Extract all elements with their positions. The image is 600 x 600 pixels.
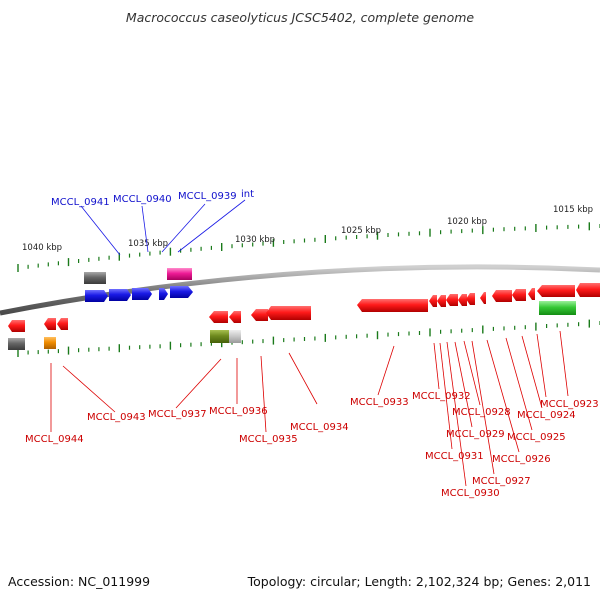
gene-label-mccl-0931[interactable]: MCCL_0931: [425, 451, 484, 462]
gene-arrow-reverse-9[interactable]: [429, 295, 437, 307]
features-forward: [84, 268, 193, 302]
reverse-labels: MCCL_0944 MCCL_0943 MCCL_0937 MCCL_0936 …: [25, 391, 599, 499]
gene-label-mccl-0924[interactable]: MCCL_0924: [517, 410, 576, 421]
gene-arrow-forward-2[interactable]: [109, 289, 131, 301]
gene-arrow-reverse-17[interactable]: [528, 288, 535, 300]
scale-label-1040: 1040 kbp: [22, 243, 62, 253]
scale-label-1030: 1030 kbp: [235, 235, 275, 245]
gene-label-mccl-0923[interactable]: MCCL_0923: [540, 399, 599, 410]
gene-label-mccl-0926[interactable]: MCCL_0926: [492, 454, 551, 465]
gene-arrow-reverse-18[interactable]: [537, 285, 575, 297]
gene-label-mccl-0937[interactable]: MCCL_0937: [148, 409, 207, 420]
feature-olive[interactable]: [210, 330, 229, 343]
feature-gray-top[interactable]: [84, 272, 106, 284]
gene-arrow-reverse-13[interactable]: [466, 293, 475, 305]
gene-label-mccl-0933[interactable]: MCCL_0933: [350, 397, 409, 408]
feature-gray-bottom[interactable]: [8, 338, 25, 350]
gene-arrow-forward-3[interactable]: [132, 288, 152, 300]
genome-backbone: [0, 264, 600, 316]
topology-text: Topology: circular; Length: 2,102,324 bp…: [247, 574, 591, 589]
gene-arrow-forward-4[interactable]: [159, 288, 168, 300]
gene-arrow-forward-1[interactable]: [85, 290, 108, 302]
scale-label-1015: 1015 kbp: [553, 205, 593, 215]
gene-arrow-reverse-19[interactable]: [576, 283, 600, 297]
forward-labels: MCCL_0941 MCCL_0940 MCCL_0939 int: [51, 189, 254, 208]
gene-label-mccl-0928[interactable]: MCCL_0928: [452, 407, 511, 418]
gene-label-mccl-0936[interactable]: MCCL_0936: [209, 406, 268, 417]
gene-arrow-reverse-11[interactable]: [446, 294, 458, 306]
scale-label-1020: 1020 kbp: [447, 217, 487, 227]
gene-arrow-reverse-3[interactable]: [57, 318, 68, 330]
feature-lightgray[interactable]: [229, 330, 241, 343]
scale-label-1025: 1025 kbp: [341, 226, 381, 236]
gene-label-mccl-0932[interactable]: MCCL_0932: [412, 391, 471, 402]
gene-arrow-reverse-14[interactable]: [480, 292, 486, 304]
gene-label-int[interactable]: int: [241, 189, 254, 200]
gene-arrow-forward-5[interactable]: [170, 286, 193, 298]
feature-green[interactable]: [539, 301, 576, 315]
features-reverse: [8, 283, 600, 350]
gene-label-mccl-0935[interactable]: MCCL_0935: [239, 434, 298, 445]
gene-arrow-reverse-1[interactable]: [8, 320, 25, 332]
gene-arrow-reverse-6[interactable]: [251, 309, 268, 321]
map-title: Macrococcus caseolyticus JCSC5402, compl…: [125, 10, 475, 25]
gene-arrow-reverse-12[interactable]: [458, 294, 467, 306]
gene-arrow-reverse-15[interactable]: [492, 290, 512, 302]
gene-arrow-reverse-7[interactable]: [266, 306, 311, 320]
gene-label-mccl-0929[interactable]: MCCL_0929: [446, 429, 505, 440]
gene-label-mccl-0940[interactable]: MCCL_0940: [113, 194, 172, 205]
gene-label-mccl-0939[interactable]: MCCL_0939: [178, 191, 237, 202]
gene-label-mccl-0930[interactable]: MCCL_0930: [441, 488, 500, 499]
gene-arrow-reverse-10[interactable]: [437, 295, 446, 307]
feature-pink-top[interactable]: [167, 268, 192, 280]
leaders-reverse: [50, 330, 569, 487]
accession-text: Accession: NC_011999: [8, 574, 151, 589]
gene-arrow-reverse-8[interactable]: [357, 299, 428, 312]
feature-orange[interactable]: [44, 337, 56, 349]
gene-label-mccl-0927[interactable]: MCCL_0927: [472, 476, 531, 487]
gene-arrow-reverse-2[interactable]: [44, 318, 56, 330]
gene-arrow-reverse-5[interactable]: [229, 311, 241, 323]
gene-arrow-reverse-4[interactable]: [209, 311, 228, 323]
gene-label-mccl-0941[interactable]: MCCL_0941: [51, 197, 110, 208]
gene-arrow-reverse-16[interactable]: [512, 289, 526, 301]
gene-label-mccl-0925[interactable]: MCCL_0925: [507, 432, 566, 443]
gene-label-mccl-0944[interactable]: MCCL_0944: [25, 434, 84, 445]
leaders-forward: [80, 199, 246, 256]
scale-label-1035: 1035 kbp: [128, 239, 168, 249]
gene-label-mccl-0943[interactable]: MCCL_0943: [87, 412, 146, 423]
lower-track: [17, 319, 600, 357]
gene-label-mccl-0934[interactable]: MCCL_0934: [290, 422, 349, 433]
scale-track: [17, 222, 600, 272]
